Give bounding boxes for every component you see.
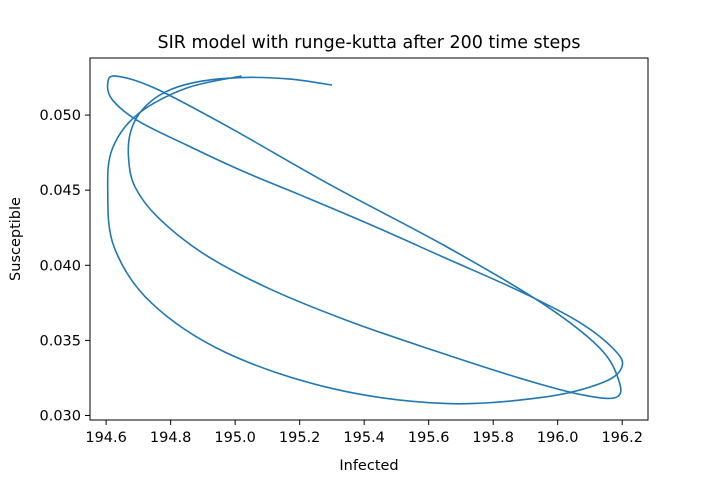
x-axis-ticks: 194.6 194.8 195.0 195.2 195.4 195.6 195.8 196.0… — [85, 420, 643, 446]
y-tick-label: 0.035 — [39, 333, 81, 349]
y-axis-ticks: 0.030 0.035 0.040 0.045 0.050 — [39, 108, 90, 424]
plot-area-background — [90, 58, 648, 420]
y-tick-label: 0.040 — [39, 258, 81, 274]
x-tick-label: 195.4 — [343, 430, 385, 446]
x-tick-label: 195.0 — [214, 430, 256, 446]
series-layer — [106, 75, 624, 405]
y-tick-label: 0.045 — [39, 183, 81, 199]
x-tick-label: 196.0 — [537, 430, 579, 446]
x-tick-label: 194.6 — [85, 430, 127, 446]
series-line — [106, 75, 624, 405]
chart-title: SIR model with runge-kutta after 200 tim… — [158, 33, 581, 53]
x-tick-label: 195.2 — [279, 430, 321, 446]
y-tick-label: 0.030 — [39, 408, 81, 424]
x-tick-label: 195.6 — [408, 430, 450, 446]
x-tick-label: 196.2 — [601, 430, 643, 446]
y-tick-label: 0.050 — [39, 108, 81, 124]
x-tick-label: 195.8 — [472, 430, 514, 446]
x-axis-label: Infected — [339, 458, 398, 474]
plot-frame — [89, 57, 649, 421]
y-axis-label: Susceptible — [8, 197, 24, 281]
x-tick-label: 194.8 — [150, 430, 192, 446]
